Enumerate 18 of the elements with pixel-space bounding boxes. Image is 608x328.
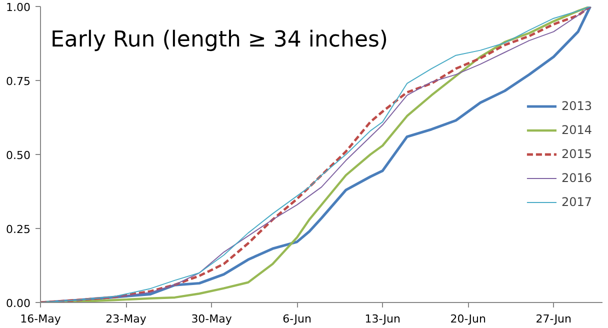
x-tick-label: 30-May	[191, 312, 232, 326]
legend-label: 2015	[561, 147, 592, 161]
legend-label: 2014	[561, 123, 592, 137]
x-tick-label: 23-May	[106, 312, 147, 326]
legend-label: 2017	[561, 195, 592, 209]
x-tick-label: 20-Jun	[450, 312, 486, 326]
x-tick-label: 6-Jun	[282, 312, 312, 326]
legend-label: 2013	[561, 99, 592, 113]
y-tick-label: 0.75	[6, 75, 31, 88]
text: Early Run (length ≥ 34 inches)	[50, 28, 388, 52]
x-tick-label: 27-Jun	[536, 312, 572, 326]
x-tick-label: 13-Jun	[364, 312, 400, 326]
x-tick-label: 16-May	[20, 312, 62, 326]
y-tick-label: 0.00	[6, 297, 31, 310]
legend-label: 2016	[561, 171, 592, 185]
y-tick-label: 1.00	[6, 1, 31, 14]
y-tick-label: 0.25	[6, 223, 31, 236]
y-tick-label: 0.50	[6, 149, 31, 162]
